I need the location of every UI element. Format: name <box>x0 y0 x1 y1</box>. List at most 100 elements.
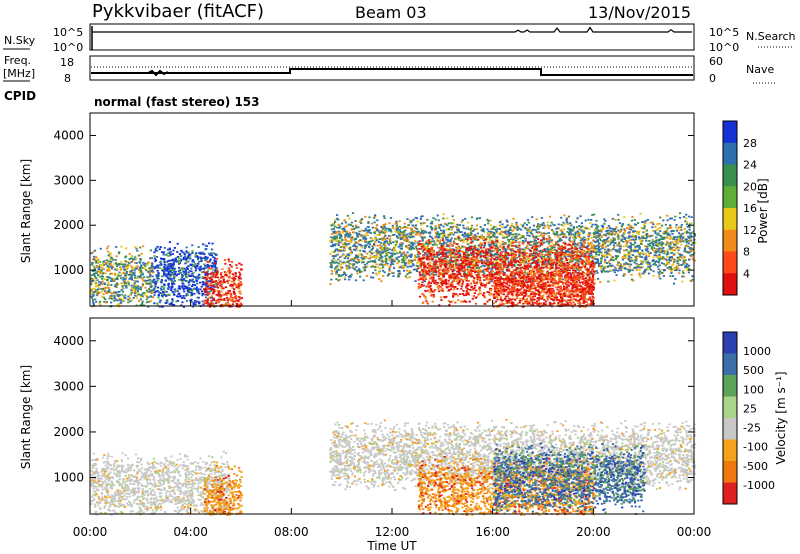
echo-cell <box>667 248 670 251</box>
echo-cell <box>200 285 203 288</box>
echo-cell <box>219 284 222 287</box>
echo-cell <box>186 257 189 259</box>
echo-cell <box>333 232 336 235</box>
echo-cell <box>633 261 636 264</box>
echo-cell <box>217 281 220 284</box>
echo-cell <box>331 233 334 235</box>
echo-cell <box>140 270 143 273</box>
echo-cell <box>619 230 622 233</box>
echo-cell <box>139 258 142 260</box>
echo-cell <box>633 249 636 252</box>
echo-cell <box>510 249 513 252</box>
echo-cell <box>666 256 669 258</box>
echo-cell <box>476 217 479 220</box>
echo-cell <box>218 293 221 296</box>
echo-cell <box>198 268 201 271</box>
echo-cell <box>423 236 427 239</box>
echo-cell <box>197 277 200 280</box>
echo-cell <box>589 222 592 224</box>
echo-cell <box>232 274 235 277</box>
echo-cell <box>176 256 180 258</box>
echo-cell <box>201 276 204 278</box>
echo-cell <box>596 230 600 233</box>
echo-cell <box>134 262 137 264</box>
echo-cell <box>228 260 231 263</box>
echo-cell <box>417 232 420 235</box>
echo-cell <box>122 276 125 279</box>
echo-cell <box>188 275 191 277</box>
echo-cell <box>215 270 218 273</box>
echo-cell <box>664 264 667 267</box>
echo-cell <box>203 288 206 290</box>
echo-cell <box>619 263 622 265</box>
echo-cell <box>607 249 610 252</box>
echo-cell <box>563 223 567 225</box>
echo-cell <box>399 243 402 246</box>
echo-cell <box>400 247 403 250</box>
echo-cell <box>487 235 490 238</box>
echo-cell <box>182 258 185 261</box>
echo-cell <box>590 237 593 239</box>
nsky-trace <box>92 26 692 33</box>
station-title: Pykkvibaer (fitACF) <box>92 1 264 22</box>
echo-cell <box>179 259 183 262</box>
echo-cell <box>467 221 470 224</box>
echo-cell <box>634 235 637 237</box>
echo-cell <box>439 241 442 243</box>
echo-cell <box>403 251 406 253</box>
echo-cell <box>406 226 409 229</box>
echo-cell <box>652 275 655 277</box>
echo-cell <box>138 267 141 269</box>
echo-cell <box>123 296 126 299</box>
echo-cell <box>528 235 531 237</box>
echo-cell <box>207 261 210 263</box>
echo-cell <box>152 291 155 294</box>
echo-cell <box>435 232 438 234</box>
echo-cell <box>498 257 501 260</box>
echo-cell <box>217 291 220 294</box>
echo-cell <box>137 288 140 290</box>
echo-cell <box>462 241 465 244</box>
echo-cell <box>152 296 155 299</box>
echo-cell <box>501 240 504 243</box>
echo-cell <box>419 218 422 220</box>
echo-cell <box>602 228 605 230</box>
echo-cell <box>337 244 340 246</box>
echo-cell <box>579 257 583 260</box>
echo-cell <box>211 276 214 279</box>
echo-cell <box>156 302 159 305</box>
echo-cell <box>204 244 207 247</box>
echo-cell <box>204 264 207 267</box>
echo-cell <box>421 250 424 253</box>
echo-cell <box>415 247 418 250</box>
echo-cell <box>619 264 623 267</box>
echo-cell <box>461 257 464 260</box>
echo-cell <box>115 282 119 285</box>
echo-cell <box>216 286 219 289</box>
echo-cell <box>173 267 176 270</box>
echo-cell <box>606 233 609 236</box>
echo-cell <box>116 263 119 266</box>
echo-cell <box>364 227 367 230</box>
echo-cell <box>401 242 404 245</box>
echo-cell <box>382 243 385 246</box>
echo-cell <box>449 242 452 245</box>
echo-cell <box>479 256 482 259</box>
echo-cell <box>434 268 437 271</box>
echo-cell <box>220 303 223 306</box>
echo-cell <box>370 256 373 258</box>
echo-cell <box>194 263 197 266</box>
echo-cell <box>654 244 657 247</box>
echo-cell <box>657 268 660 271</box>
echo-cell <box>649 252 652 254</box>
echo-cell <box>397 245 400 248</box>
echo-cell <box>385 227 388 230</box>
echo-cell <box>567 215 571 218</box>
echo-cell <box>148 269 151 272</box>
echo-cell <box>679 259 682 261</box>
echo-cell <box>490 280 493 283</box>
echo-cell <box>493 225 496 228</box>
echo-cell <box>404 234 407 237</box>
echo-cell <box>617 242 621 245</box>
echo-cell <box>374 230 377 233</box>
